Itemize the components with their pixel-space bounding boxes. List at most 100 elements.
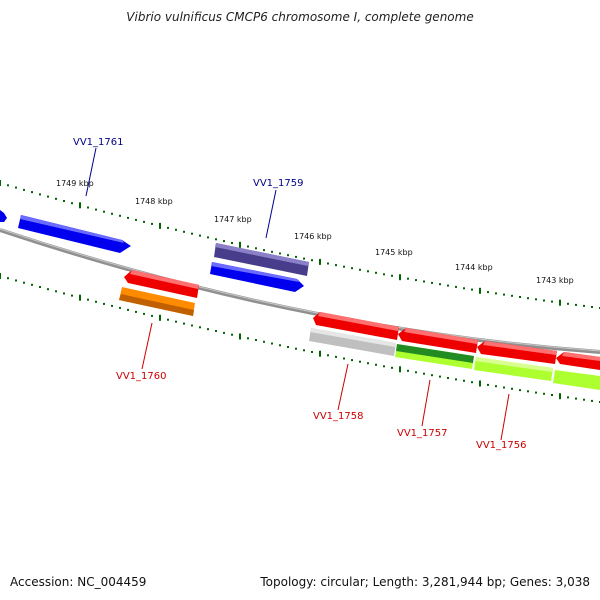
outer-track-minor-tick <box>519 296 521 298</box>
kbp-label-1746: 1746 kbp <box>294 232 332 241</box>
inner-track-minor-tick <box>287 346 289 348</box>
inner-track-major-tick <box>0 273 1 279</box>
inner-track-minor-tick <box>263 340 265 343</box>
inner-track-minor-tick <box>119 306 121 309</box>
outer-track-major-tick <box>79 202 81 209</box>
outer-track-minor-tick <box>367 270 369 273</box>
map-title: Vibrio vulnificus CMCP6 chromosome I, co… <box>126 10 474 24</box>
outer-track-minor-tick <box>55 197 57 200</box>
outer-track-minor-tick <box>575 303 577 306</box>
inner-track-minor-tick <box>575 397 577 400</box>
gene-label-vv1-1760[interactable]: VV1_1760 <box>116 371 167 382</box>
gene-feature-vv1-1756[interactable] <box>474 357 553 381</box>
outer-track-minor-tick <box>447 284 449 287</box>
gene-label-vv1-1758[interactable]: VV1_1758 <box>313 411 364 422</box>
gene-label-vv1-1761[interactable]: VV1_1761 <box>73 137 124 148</box>
outer-track-minor-tick <box>327 262 329 265</box>
gene-feature-vv1-1761[interactable] <box>18 215 131 253</box>
outer-track-minor-tick <box>375 271 377 274</box>
inner-track-minor-tick <box>199 326 201 329</box>
outer-track-minor-tick <box>143 220 145 223</box>
outer-track-minor-tick <box>71 202 73 205</box>
outer-track-minor-tick <box>495 292 497 295</box>
outer-track-minor-tick <box>391 274 393 277</box>
outer-track-major-tick <box>479 287 481 294</box>
inner-track-minor-tick <box>519 389 521 392</box>
inner-track-minor-tick <box>495 385 497 388</box>
inner-track-minor-tick <box>231 333 233 336</box>
inner-track-minor-tick <box>431 374 433 377</box>
outer-track-minor-tick <box>199 234 201 237</box>
inner-track-minor-tick <box>135 310 137 313</box>
gene-feature-left-edge[interactable] <box>0 210 7 222</box>
inner-track-minor-tick <box>247 337 249 340</box>
outer-track-minor-tick <box>303 257 305 260</box>
gene-feature-vv1-1759-top[interactable] <box>214 243 309 276</box>
outer-track-minor-tick <box>111 212 113 215</box>
outer-track-minor-tick <box>415 279 417 282</box>
gene-feature-vv1-1758[interactable] <box>309 328 396 356</box>
gene-feature-vv1-1757-red[interactable] <box>398 328 478 353</box>
inner-track-minor-tick <box>183 322 185 325</box>
inner-track-minor-tick <box>375 363 377 366</box>
gene-feature-vv1-1756-red[interactable] <box>477 341 557 364</box>
gene-feature-vv1-1760[interactable] <box>119 287 195 316</box>
inner-track-minor-tick <box>215 330 217 332</box>
inner-track-minor-tick <box>127 308 129 311</box>
outer-track-minor-tick <box>471 288 473 291</box>
topology-label: Topology: circular; Length: 3,281,944 bp… <box>260 575 590 589</box>
gene-feature-vv1-1760-red[interactable] <box>124 270 199 298</box>
inner-track-minor-tick <box>327 354 329 357</box>
outer-track-minor-tick <box>119 214 121 217</box>
outer-track-minor-tick <box>423 280 425 283</box>
inner-track-minor-tick <box>439 375 441 378</box>
gene-feature-vv1-1757[interactable] <box>395 344 474 369</box>
inner-track-minor-tick <box>463 379 465 382</box>
outer-track-minor-tick <box>127 216 129 219</box>
outer-track-minor-tick <box>23 188 25 191</box>
outer-track-minor-tick <box>135 218 137 221</box>
inner-track-minor-tick <box>223 331 225 334</box>
gene-label-vv1-1757[interactable]: VV1_1757 <box>397 428 448 439</box>
inner-track-minor-tick <box>191 324 193 327</box>
inner-track-minor-tick <box>207 328 209 331</box>
inner-track-minor-tick <box>7 277 9 280</box>
inner-track-minor-tick <box>503 386 505 389</box>
outer-track-minor-tick <box>223 240 225 243</box>
inner-track-minor-tick <box>71 294 73 297</box>
outer-track-minor-tick <box>31 191 33 194</box>
outer-track-minor-tick <box>383 273 385 276</box>
kbp-label-1744: 1744 kbp <box>455 263 493 272</box>
gene-label-vv1-1759[interactable]: VV1_1759 <box>253 178 304 189</box>
gene-feature-vv1-1759[interactable] <box>210 262 304 292</box>
inner-track-minor-tick <box>335 355 337 358</box>
outer-track-minor-tick <box>39 193 41 196</box>
outer-track-minor-tick <box>543 299 545 302</box>
inner-track-minor-tick <box>279 344 281 347</box>
gene-label-vv1-1756[interactable]: VV1_1756 <box>476 440 527 451</box>
outer-track-minor-tick <box>15 186 17 189</box>
outer-track-minor-tick <box>335 264 337 267</box>
inner-track-minor-tick <box>423 372 425 375</box>
inner-track-minor-tick <box>591 399 593 402</box>
inner-track-major-tick <box>399 366 401 373</box>
outer-track-minor-tick <box>567 302 569 305</box>
inner-track-minor-tick <box>15 279 17 282</box>
inner-track-minor-tick <box>175 320 177 323</box>
inner-track-minor-tick <box>447 377 449 379</box>
outer-track-minor-tick <box>359 268 361 271</box>
outer-track-minor-tick <box>95 208 97 211</box>
gene-feature-right-edge-red[interactable] <box>556 352 600 370</box>
gene-feature-vv1-1758-red[interactable] <box>313 312 399 340</box>
inner-track-minor-tick <box>343 357 345 360</box>
outer-track-major-tick <box>239 241 241 248</box>
gene-feature-right-edge-green[interactable] <box>553 370 600 390</box>
inner-track-minor-tick <box>111 304 113 307</box>
inner-track-minor-tick <box>255 339 257 341</box>
inner-track-minor-tick <box>87 298 89 301</box>
outer-track-minor-tick <box>7 184 9 187</box>
chromosome-backbone <box>0 228 600 354</box>
inner-track-major-tick <box>79 294 81 301</box>
outer-track-minor-tick <box>215 238 217 241</box>
